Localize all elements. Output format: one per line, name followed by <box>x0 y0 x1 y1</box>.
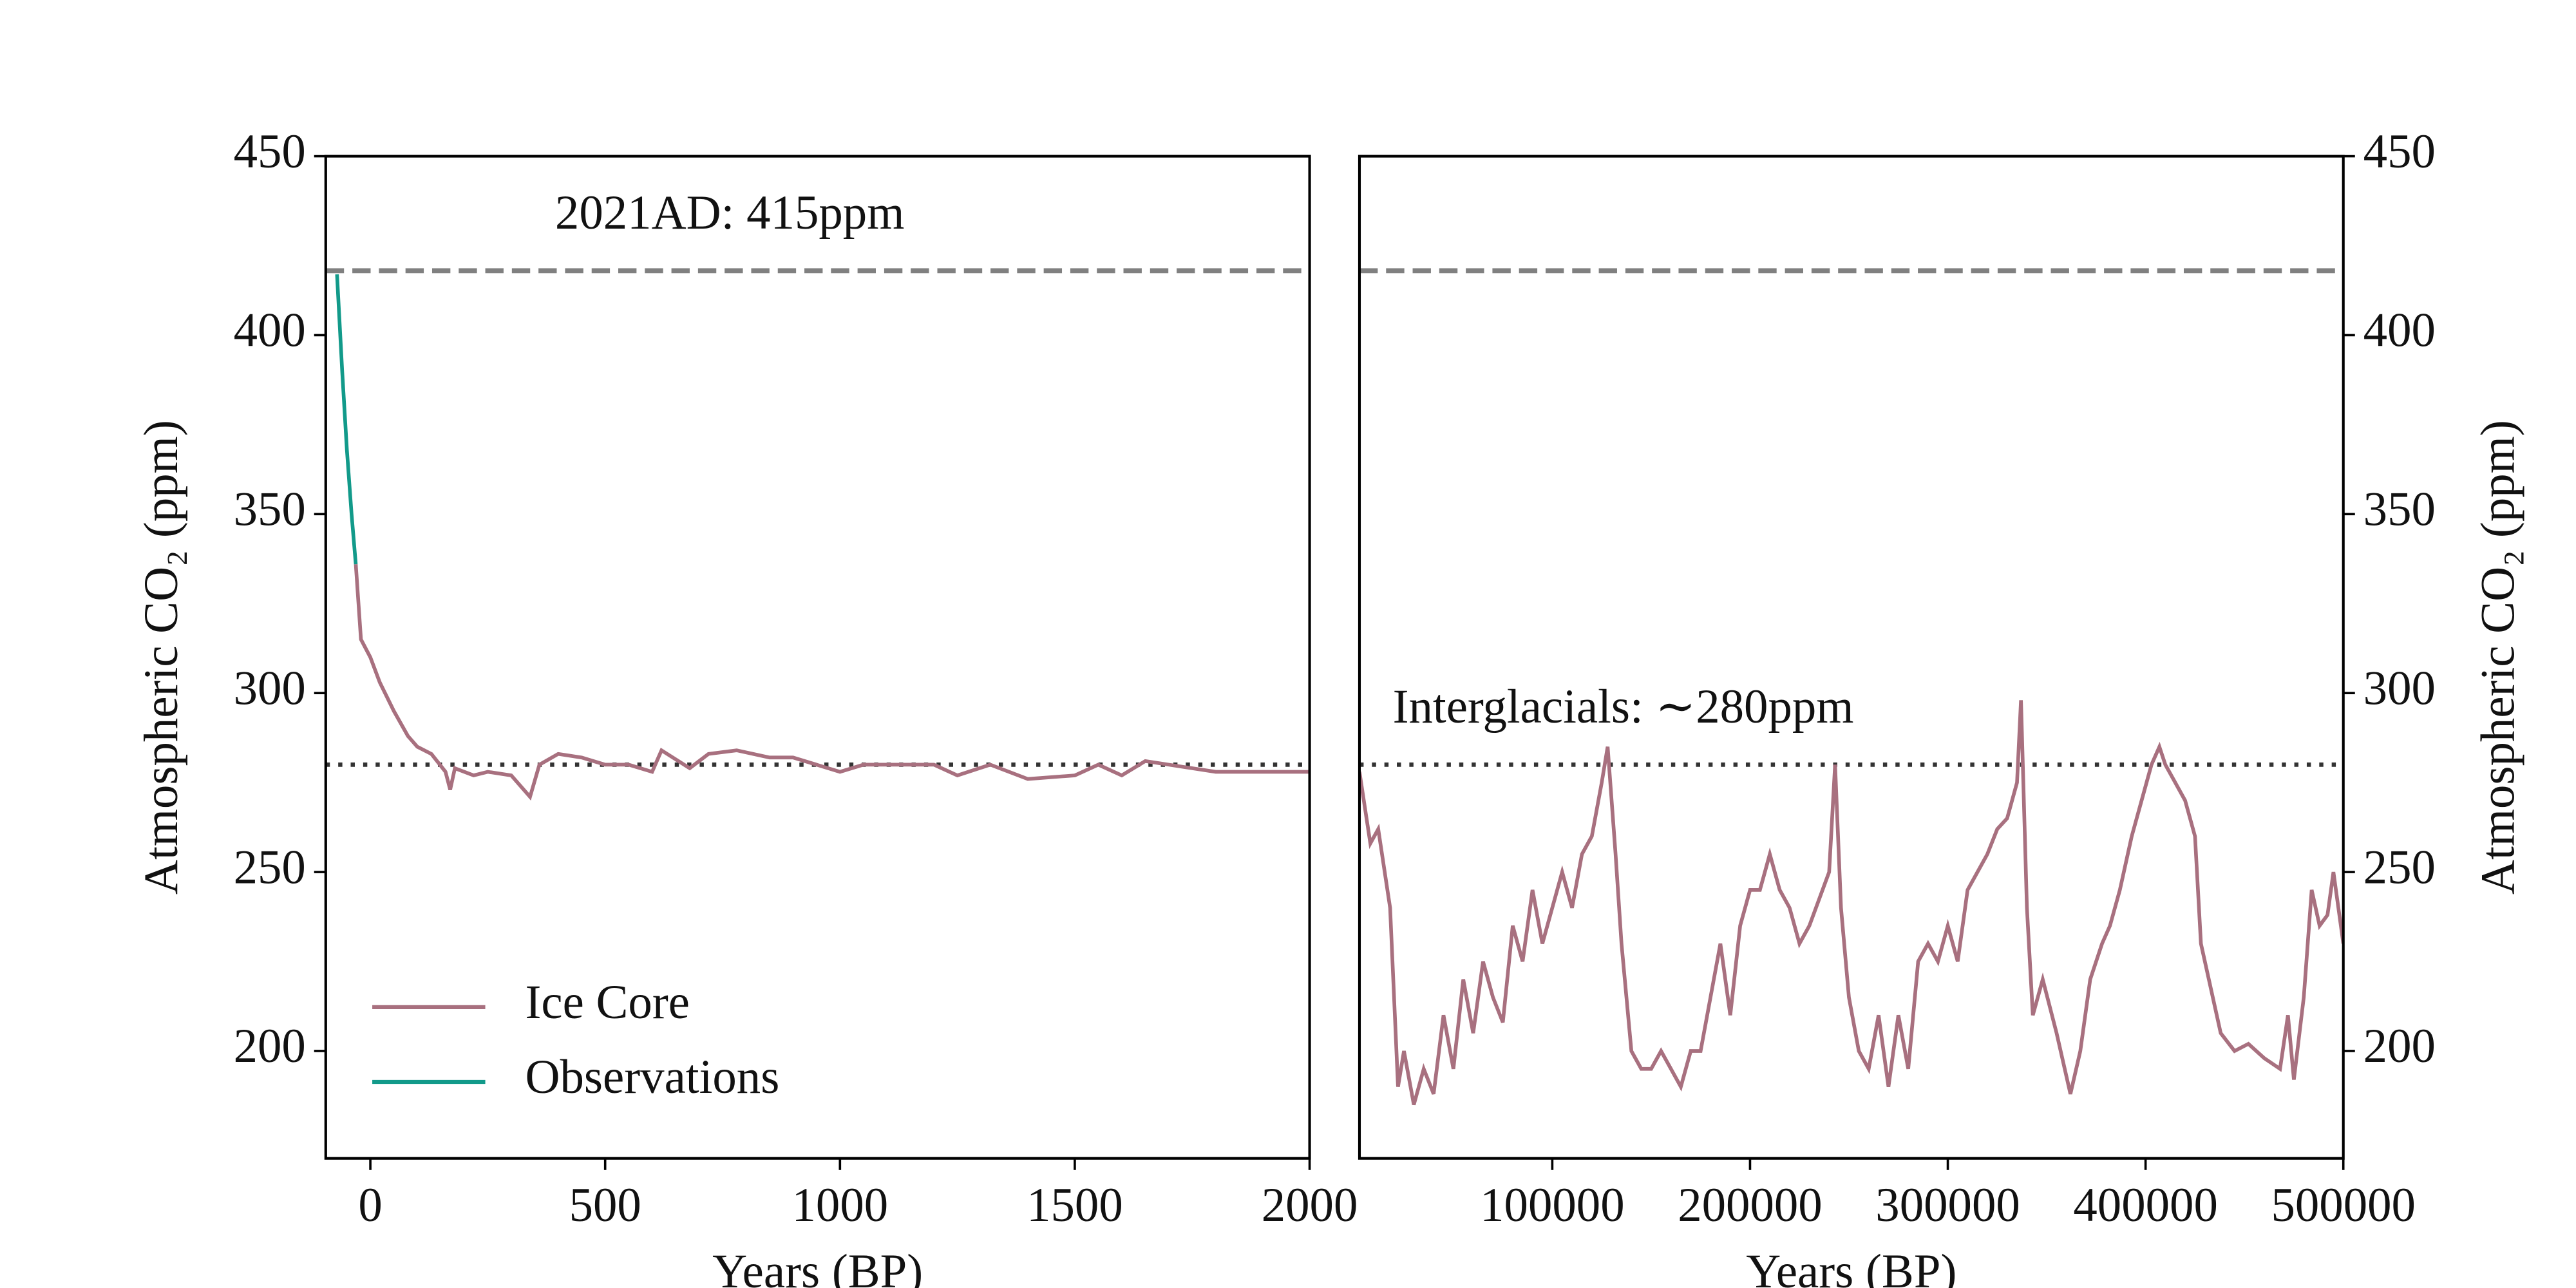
data-line <box>1359 700 2344 1106</box>
x-tick-label: 500 <box>569 1179 641 1232</box>
data-line <box>335 274 358 565</box>
y-tick-label: 250 <box>2363 840 2436 894</box>
y-tick-label: 400 <box>2363 304 2436 357</box>
axes-frame <box>324 155 1311 1160</box>
plot-area <box>1359 268 2344 1106</box>
y-tick-label: 350 <box>2363 483 2436 536</box>
y-tick-label: 450 <box>234 125 306 178</box>
y-tick-label: 250 <box>234 840 306 894</box>
legend-label: Ice Core <box>525 976 690 1029</box>
y-tick-label: 450 <box>2363 125 2436 178</box>
y-tick-label: 300 <box>234 661 306 715</box>
y-tick-label: 200 <box>2363 1019 2436 1073</box>
y-tick-label: 350 <box>234 483 306 536</box>
y-tick-label: 200 <box>234 1019 306 1073</box>
x-tick-label: 1500 <box>1027 1179 1123 1232</box>
x-axis-label: Years (BP) <box>712 1245 923 1288</box>
y-axis-label: Atmospheric CO₂ (ppm) <box>2472 420 2525 895</box>
x-tick-label: 100000 <box>1480 1179 1624 1232</box>
annotation: 2021AD: 415ppm <box>555 186 905 240</box>
data-line <box>354 564 1310 801</box>
y-tick-label: 400 <box>234 304 306 357</box>
x-tick-label: 2000 <box>1262 1179 1358 1232</box>
x-tick-label: 300000 <box>1875 1179 2020 1232</box>
x-tick-label: 0 <box>358 1179 382 1232</box>
x-tick-label: 400000 <box>2073 1179 2217 1232</box>
plot-area <box>325 268 1310 801</box>
x-axis-label: Years (BP) <box>1746 1245 1956 1288</box>
legend-label: Observations <box>525 1050 779 1104</box>
y-axis-label: Atmospheric CO₂ (ppm) <box>135 420 188 895</box>
x-tick-label: 200000 <box>1678 1179 1822 1232</box>
x-tick-label: 500000 <box>2271 1179 2415 1232</box>
x-tick-label: 1000 <box>791 1179 888 1232</box>
annotation: Interglacials: ∼280ppm <box>1393 680 1854 734</box>
y-tick-label: 300 <box>2363 661 2436 715</box>
axes-frame <box>1358 155 2345 1160</box>
